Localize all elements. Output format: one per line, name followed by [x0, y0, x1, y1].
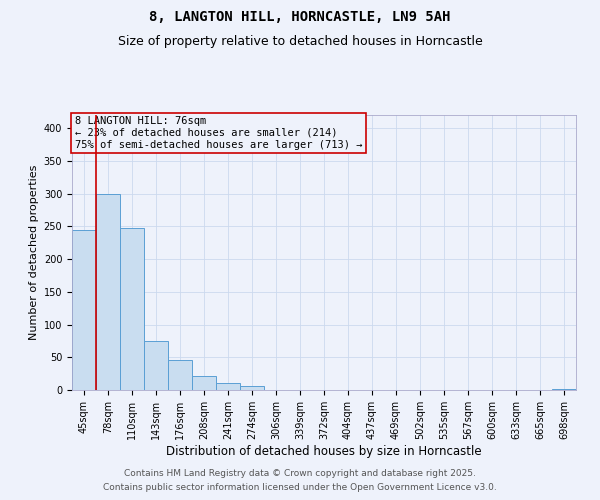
- Bar: [192, 376, 216, 390]
- Text: 8, LANGTON HILL, HORNCASTLE, LN9 5AH: 8, LANGTON HILL, HORNCASTLE, LN9 5AH: [149, 10, 451, 24]
- Bar: [168, 360, 192, 390]
- Text: Size of property relative to detached houses in Horncastle: Size of property relative to detached ho…: [118, 35, 482, 48]
- Bar: [96, 194, 120, 390]
- Bar: [144, 341, 168, 390]
- Bar: [552, 388, 576, 390]
- X-axis label: Distribution of detached houses by size in Horncastle: Distribution of detached houses by size …: [166, 444, 482, 458]
- Bar: [72, 230, 96, 390]
- Bar: [120, 228, 144, 390]
- Y-axis label: Number of detached properties: Number of detached properties: [29, 165, 40, 340]
- Text: Contains public sector information licensed under the Open Government Licence v3: Contains public sector information licen…: [103, 484, 497, 492]
- Text: Contains HM Land Registry data © Crown copyright and database right 2025.: Contains HM Land Registry data © Crown c…: [124, 468, 476, 477]
- Text: 8 LANGTON HILL: 76sqm
← 23% of detached houses are smaller (214)
75% of semi-det: 8 LANGTON HILL: 76sqm ← 23% of detached …: [74, 116, 362, 150]
- Bar: [240, 386, 264, 390]
- Bar: [216, 384, 240, 390]
